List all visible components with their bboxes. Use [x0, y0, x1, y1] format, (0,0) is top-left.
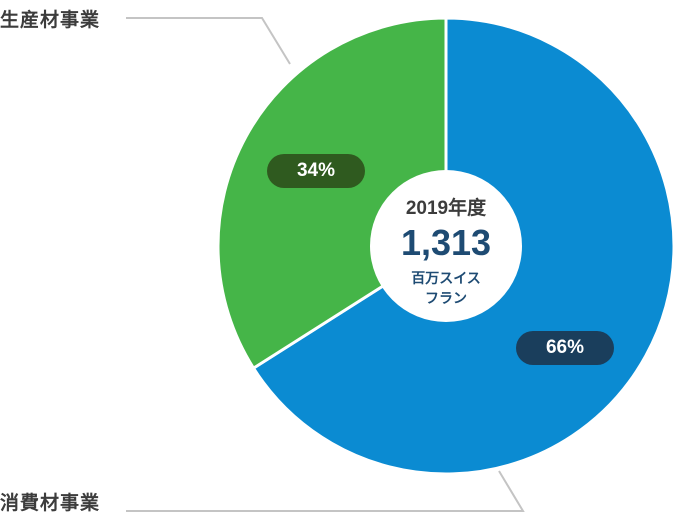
center-total-value: 1,313	[400, 222, 492, 263]
value-label-consumer: 66%	[516, 331, 614, 365]
leader-line-consumer	[126, 470, 525, 512]
center-circle	[370, 170, 522, 322]
center-unit-line2: フラン	[425, 291, 467, 307]
leader-line-production	[126, 17, 291, 65]
center-year-label: 2019年度	[405, 198, 487, 219]
center-unit-line1: 百万スイス	[411, 271, 481, 287]
value-label-production: 34%	[267, 154, 365, 188]
category-label-consumer: 消費材事業	[0, 492, 101, 514]
category-label-production: 生産材事業	[0, 9, 101, 31]
